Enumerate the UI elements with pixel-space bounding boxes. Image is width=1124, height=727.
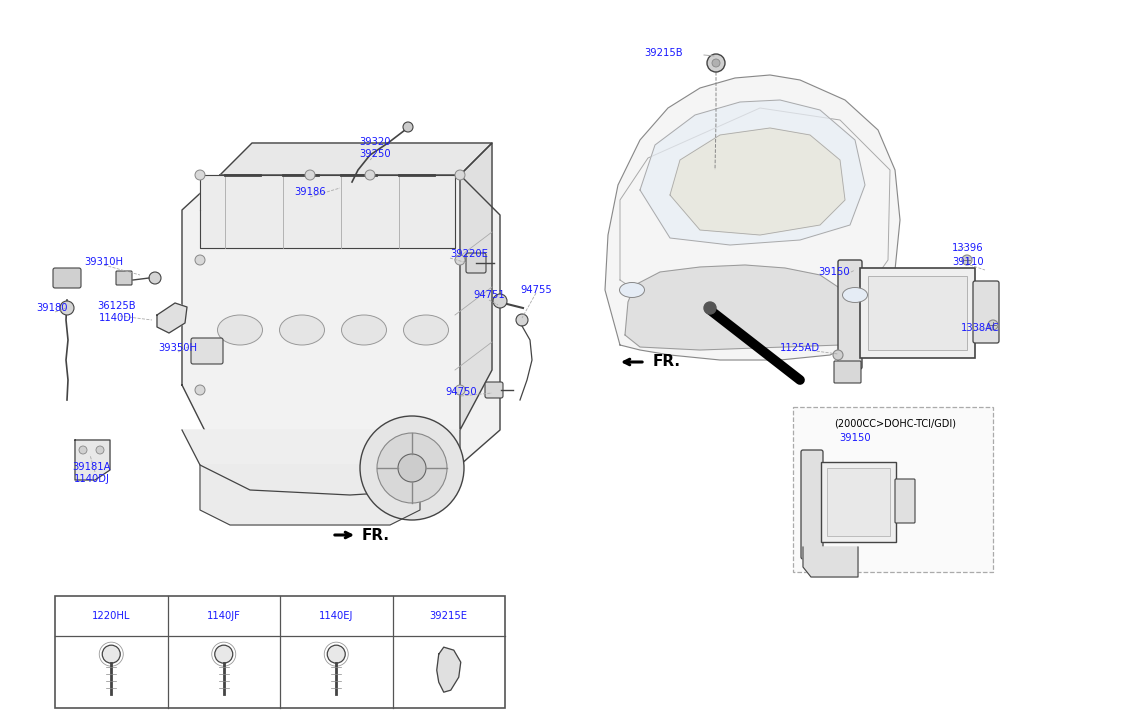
Polygon shape [75, 440, 110, 480]
Polygon shape [625, 265, 860, 350]
Circle shape [988, 320, 998, 330]
Circle shape [327, 645, 345, 663]
Circle shape [215, 645, 233, 663]
Text: 13396: 13396 [952, 243, 984, 253]
FancyBboxPatch shape [801, 450, 823, 559]
Ellipse shape [619, 283, 644, 297]
Text: 94755: 94755 [520, 285, 552, 295]
Text: FR.: FR. [362, 528, 390, 542]
Polygon shape [182, 175, 500, 465]
FancyBboxPatch shape [484, 382, 504, 398]
Circle shape [704, 302, 716, 314]
Circle shape [962, 255, 972, 265]
Text: 39350H: 39350H [158, 343, 198, 353]
Polygon shape [803, 547, 858, 577]
Circle shape [455, 255, 465, 265]
Text: 1140DJ: 1140DJ [99, 313, 135, 323]
Text: 39150: 39150 [818, 267, 850, 277]
FancyBboxPatch shape [53, 268, 81, 288]
Circle shape [194, 170, 205, 180]
Text: 39150: 39150 [840, 433, 871, 443]
Circle shape [96, 446, 105, 454]
Polygon shape [460, 143, 492, 430]
Polygon shape [220, 143, 492, 175]
Text: 94750: 94750 [445, 387, 477, 397]
Bar [868, 276, 967, 350]
Text: 39310H: 39310H [84, 257, 124, 267]
Text: (2000CC>DOHC-TCI/GDI): (2000CC>DOHC-TCI/GDI) [834, 418, 957, 428]
Polygon shape [640, 100, 865, 245]
Bar [55, 596, 505, 708]
FancyBboxPatch shape [839, 260, 862, 369]
FancyBboxPatch shape [973, 281, 999, 343]
Ellipse shape [404, 315, 448, 345]
Text: 39181A: 39181A [73, 462, 111, 472]
Text: 39220E: 39220E [450, 249, 488, 259]
Circle shape [707, 54, 725, 72]
Bar [794, 407, 992, 572]
Circle shape [398, 454, 426, 482]
Polygon shape [182, 430, 460, 495]
FancyBboxPatch shape [834, 361, 861, 383]
Text: 39215B: 39215B [645, 48, 683, 58]
Circle shape [493, 294, 507, 308]
Polygon shape [157, 303, 187, 333]
Circle shape [194, 255, 205, 265]
Ellipse shape [843, 287, 868, 302]
Polygon shape [605, 75, 900, 360]
Circle shape [377, 433, 447, 503]
Bar [860, 268, 975, 358]
Text: 1140EJ: 1140EJ [319, 611, 353, 621]
Circle shape [60, 301, 74, 315]
Text: 1338AC: 1338AC [961, 323, 999, 333]
Text: 1140DJ: 1140DJ [74, 474, 110, 484]
Bar [821, 462, 896, 542]
Ellipse shape [342, 315, 387, 345]
Circle shape [194, 385, 205, 395]
Circle shape [455, 385, 465, 395]
Text: FR.: FR. [653, 355, 681, 369]
Circle shape [516, 314, 528, 326]
Circle shape [365, 170, 375, 180]
Circle shape [833, 350, 843, 360]
Circle shape [455, 170, 465, 180]
Text: 1220HL: 1220HL [92, 611, 130, 621]
Text: 39186: 39186 [294, 187, 326, 197]
Text: 39320
39250: 39320 39250 [360, 137, 391, 158]
FancyBboxPatch shape [116, 271, 132, 285]
Text: 39215E: 39215E [429, 611, 468, 621]
Bar [827, 468, 890, 536]
Circle shape [360, 416, 464, 520]
Polygon shape [200, 175, 455, 248]
Circle shape [79, 446, 87, 454]
FancyBboxPatch shape [466, 253, 486, 273]
Text: 1140JF: 1140JF [207, 611, 241, 621]
Text: 1125AD: 1125AD [780, 343, 821, 353]
Ellipse shape [280, 315, 325, 345]
Ellipse shape [218, 315, 263, 345]
Text: 39180: 39180 [36, 303, 67, 313]
Polygon shape [437, 647, 461, 692]
Circle shape [149, 272, 161, 284]
Polygon shape [200, 465, 420, 525]
Polygon shape [670, 128, 845, 235]
Text: 39110: 39110 [952, 257, 984, 267]
Circle shape [102, 645, 120, 663]
Circle shape [711, 59, 720, 67]
Text: 36125B: 36125B [98, 301, 136, 311]
Circle shape [404, 122, 413, 132]
Circle shape [305, 170, 315, 180]
FancyBboxPatch shape [191, 338, 223, 364]
Text: 94751: 94751 [473, 290, 505, 300]
FancyBboxPatch shape [895, 479, 915, 523]
